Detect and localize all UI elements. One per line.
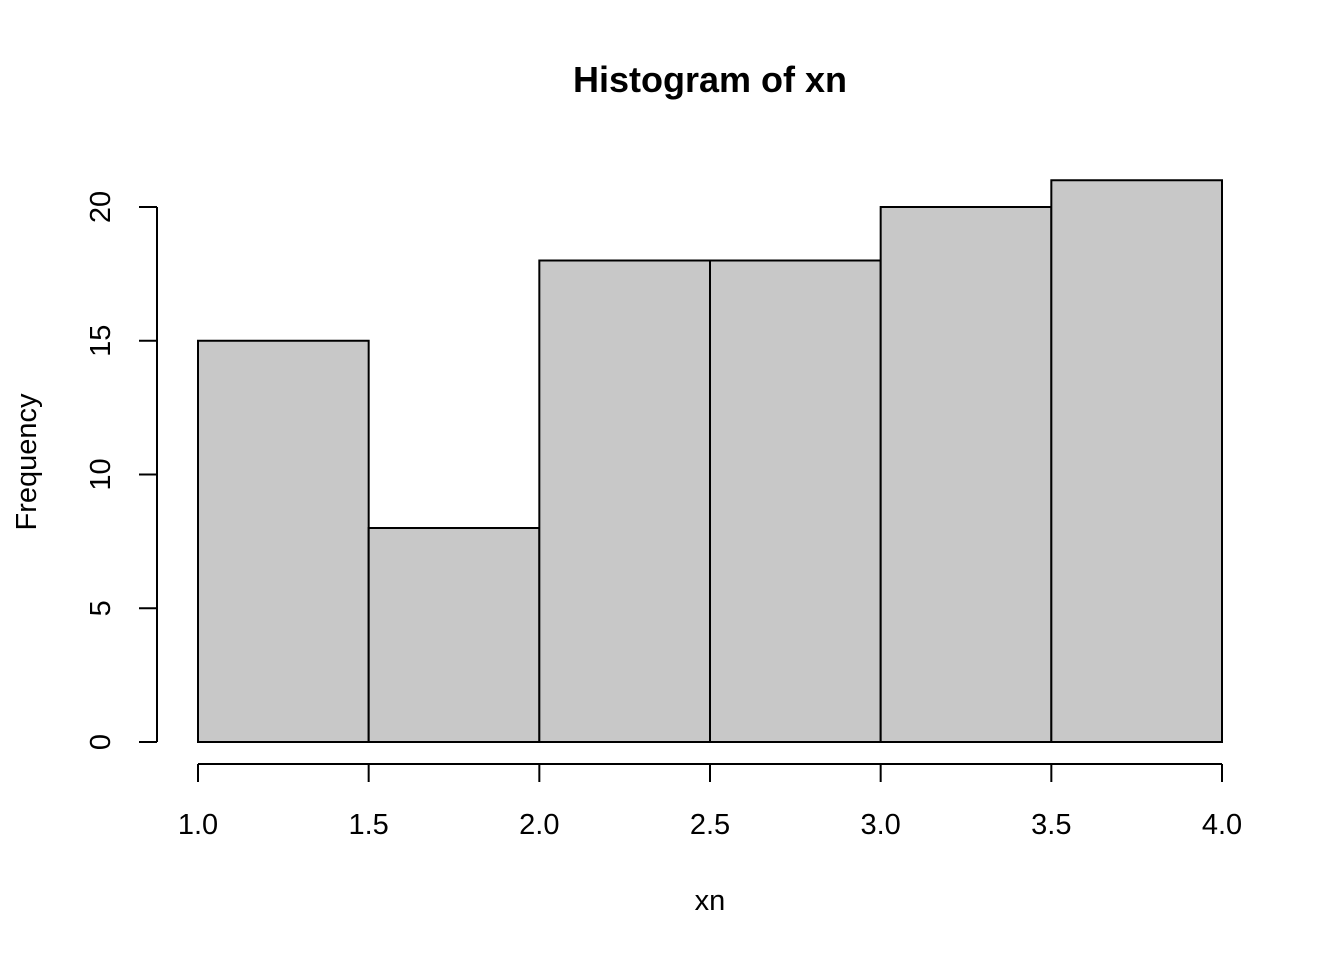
y-axis: 0 5 10 15 20	[85, 191, 158, 750]
x-tick-label-3.0: 3.0	[861, 809, 901, 841]
y-tick-label-10: 10	[85, 458, 117, 490]
histogram-bar-2	[367, 527, 541, 743]
histogram-bar-6	[1050, 179, 1224, 743]
y-tick-label-5: 5	[85, 600, 117, 616]
histogram-bar-4	[709, 259, 882, 743]
x-tick-label-1.5: 1.5	[349, 809, 389, 841]
histogram-bar-5	[879, 206, 1053, 743]
y-tick-label-15: 15	[85, 325, 117, 357]
x-axis-label: xn	[695, 885, 726, 917]
histogram-bar-1	[197, 339, 370, 743]
x-tick-label-1.0: 1.0	[178, 809, 218, 841]
chart-title: Histogram of xn	[573, 59, 847, 100]
y-axis-label: Frequency	[11, 393, 43, 531]
x-tick-label-3.5: 3.5	[1031, 809, 1071, 841]
y-tick-label-20: 20	[85, 191, 117, 223]
x-axis: 1.0 1.5 2.0 2.5 3.0 3.5 4.0	[178, 763, 1242, 841]
y-tick-label-0: 0	[85, 734, 117, 750]
x-tick-label-2.5: 2.5	[690, 809, 730, 841]
histogram-bar-3	[538, 259, 711, 743]
x-tick-label-4.0: 4.0	[1202, 809, 1242, 841]
x-tick-label-2.0: 2.0	[519, 809, 559, 841]
bars-group	[197, 179, 1224, 743]
